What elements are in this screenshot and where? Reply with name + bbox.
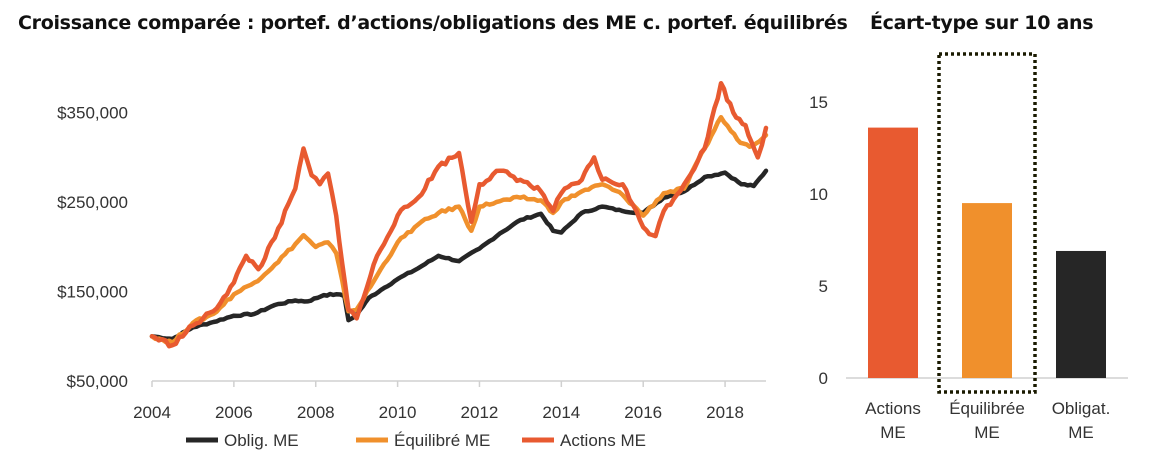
line-x-tick-label: 2012 bbox=[461, 403, 499, 422]
line-series-3 bbox=[149, 80, 769, 349]
line-chart: $50,000 $150,000 $250,000 $350,000 2004 2006… bbox=[57, 80, 769, 450]
line-chart-title: Croissance comparée : portef. d’actions/… bbox=[18, 12, 848, 34]
bar-category-label: ME bbox=[1068, 423, 1094, 442]
bar-category-label: Actions bbox=[865, 399, 921, 418]
bar-category-label: ME bbox=[880, 423, 906, 442]
bar-chart-title: Écart-type sur 10 ans bbox=[870, 12, 1094, 34]
bar-3 bbox=[1056, 250, 1106, 378]
line-x-tick-label: 2006 bbox=[215, 403, 253, 422]
bar-y-tick-label: 0 bbox=[819, 369, 828, 388]
line-chart-legend: Oblig. ME Équilibré ME Actions ME bbox=[186, 431, 646, 450]
bar-category-label: ME bbox=[974, 423, 1000, 442]
bar-1 bbox=[868, 127, 918, 378]
line-y-tick-label: $250,000 bbox=[57, 193, 128, 212]
legend-label-3: Actions ME bbox=[560, 431, 646, 450]
line-series-2 bbox=[149, 114, 769, 345]
line-chart-y-axis: $50,000 $150,000 $250,000 $350,000 bbox=[57, 104, 128, 391]
bar-category-label: Obligat. bbox=[1052, 399, 1111, 418]
line-chart-x-axis: 2004 2006 2008 2010 2012 2014 2016 2018 bbox=[133, 381, 744, 422]
bar-chart: 0 5 10 15 Actions ME Équilibrée ME Obligat. ME bbox=[809, 52, 1128, 442]
line-x-tick-label: 2010 bbox=[379, 403, 417, 422]
legend-label-1: Oblig. ME bbox=[224, 431, 299, 450]
line-series-1 bbox=[149, 168, 769, 342]
highlight-box bbox=[937, 52, 1037, 394]
legend-label-2: Équilibré ME bbox=[394, 431, 490, 450]
bar-y-tick-label: 15 bbox=[809, 93, 828, 112]
line-x-tick-label: 2016 bbox=[624, 403, 662, 422]
line-x-tick-label: 2014 bbox=[542, 403, 580, 422]
bar-y-tick-label: 5 bbox=[819, 277, 828, 296]
line-y-tick-label: $150,000 bbox=[57, 283, 128, 302]
bar-category-label: Équilibrée bbox=[949, 399, 1025, 418]
line-x-tick-label: 2008 bbox=[297, 403, 335, 422]
bar-chart-bars bbox=[868, 127, 1106, 378]
line-x-tick-label: 2004 bbox=[133, 403, 171, 422]
bar-chart-x-axis: Actions ME Équilibrée ME Obligat. ME bbox=[865, 399, 1110, 442]
bar-chart-y-axis: 0 5 10 15 bbox=[809, 93, 828, 388]
line-chart-series bbox=[149, 80, 769, 349]
line-x-tick-label: 2018 bbox=[706, 403, 744, 422]
bar-2 bbox=[962, 203, 1012, 378]
line-y-tick-label: $350,000 bbox=[57, 104, 128, 123]
bar-y-tick-label: 10 bbox=[809, 185, 828, 204]
line-y-tick-label: $50,000 bbox=[67, 372, 128, 391]
